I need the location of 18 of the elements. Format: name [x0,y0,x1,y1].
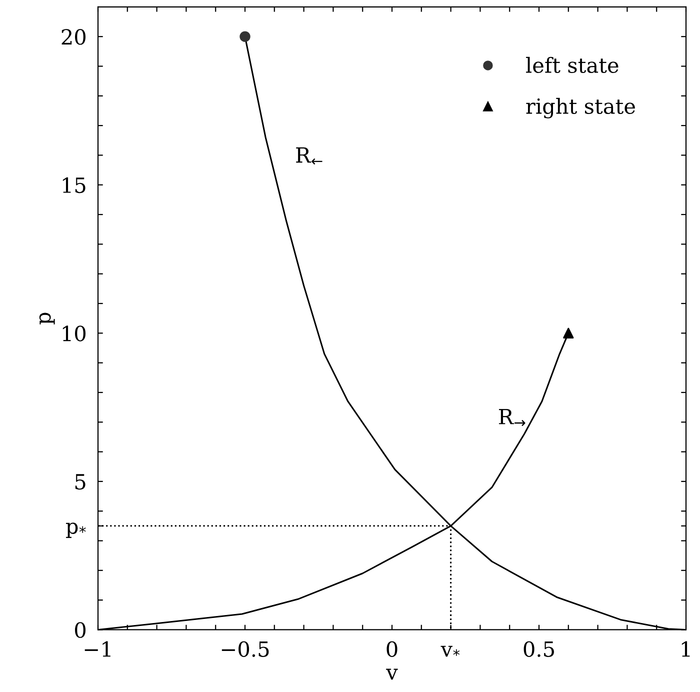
y-axis-title: p [39,312,55,324]
y-tick-label: p$_{*}$ [66,522,86,538]
y-tick-label: 0 [75,622,86,638]
annotation: R$_{→}$ [498,408,526,426]
legend-label: right state [526,98,635,118]
x-tick-label: −0.5 [222,641,269,657]
x-tick-label: 0.5 [524,641,554,657]
x-tick-label: 1 [682,641,690,657]
x-axis-title: v [386,668,398,680]
annotation: R$_{←}$ [296,147,322,165]
y-tick-label: 15 [62,177,86,194]
x-tick-label: −1 [84,641,110,657]
legend-label: left state [526,56,618,74]
y-tick-label: 10 [62,326,86,342]
y-tick-label: 20 [62,29,86,45]
x-tick-label: 0 [386,641,398,657]
y-tick-label: 5 [75,474,86,490]
x-tick-label: v$_{*}$ [440,646,460,657]
